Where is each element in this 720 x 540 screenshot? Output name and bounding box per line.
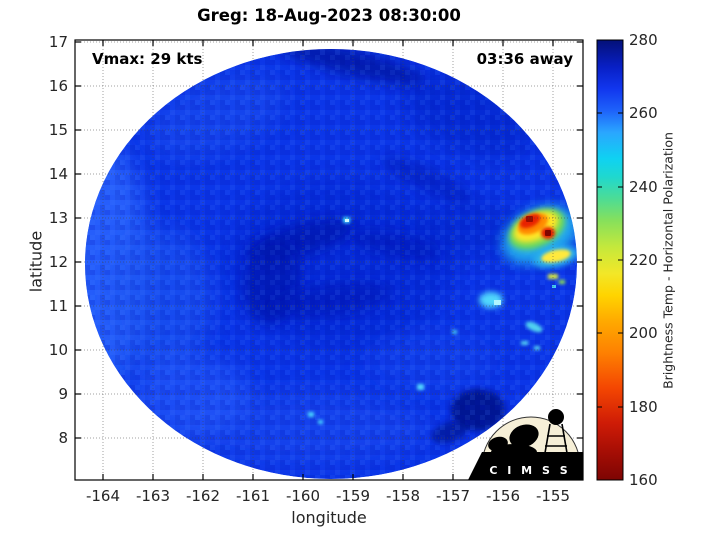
- y-tick-label: 13: [48, 209, 68, 227]
- axes-frame: [74, 39, 584, 481]
- cimss-logo: C I M S S: [468, 409, 583, 480]
- colorbar: [596, 39, 624, 481]
- colorbar-ticks: [597, 112, 623, 408]
- time-away-annotation: 03:36 away: [476, 50, 573, 68]
- x-tick-label: -156: [485, 487, 521, 505]
- x-tick-label: -164: [85, 487, 121, 505]
- colorbar-tick-label: 160: [629, 470, 658, 489]
- x-tick-label: -155: [535, 487, 571, 505]
- grid-lines: [75, 40, 583, 480]
- x-tick-label: -157: [435, 487, 471, 505]
- y-tick-label: 8: [58, 429, 68, 447]
- cimss-logo-text: C I M S S: [489, 464, 570, 477]
- x-tick-label: -162: [185, 487, 221, 505]
- colorbar-tick-label: 280: [629, 31, 658, 49]
- x-tick-label: -161: [235, 487, 271, 505]
- storm-brightness-temp-field: [85, 49, 577, 479]
- y-tick-label: 16: [48, 77, 68, 95]
- x-tick-label: -158: [385, 487, 421, 505]
- y-tick-label: 17: [48, 33, 68, 51]
- y-tick-label: 11: [48, 297, 68, 315]
- colorbar-label: Brightness Temp - Horizontal Polarizatio…: [660, 132, 676, 389]
- x-tick-label: -160: [285, 487, 321, 505]
- x-axis-label: longitude: [291, 508, 367, 527]
- vmax-annotation: Vmax: 29 kts: [92, 50, 203, 68]
- y-tick-label: 10: [48, 341, 68, 359]
- colorbar-tick-label: 200: [629, 324, 658, 343]
- colorbar-tick-label: 220: [629, 250, 658, 269]
- plot-title: Greg: 18-Aug-2023 08:30:00: [197, 6, 461, 25]
- y-axis-label: latitude: [26, 230, 46, 293]
- y-tick-label: 9: [58, 385, 68, 403]
- colorbar-tick-label: 240: [629, 177, 658, 196]
- y-tick-label: 14: [48, 165, 68, 183]
- y-tick-label: 12: [48, 253, 68, 271]
- axis-ticks: [75, 40, 583, 480]
- colorbar-tick-label: 180: [629, 397, 658, 416]
- x-tick-label: -159: [335, 487, 371, 505]
- y-tick-label: 15: [48, 121, 68, 139]
- colorbar-tick-label: 260: [629, 104, 658, 123]
- x-tick-label: -163: [135, 487, 171, 505]
